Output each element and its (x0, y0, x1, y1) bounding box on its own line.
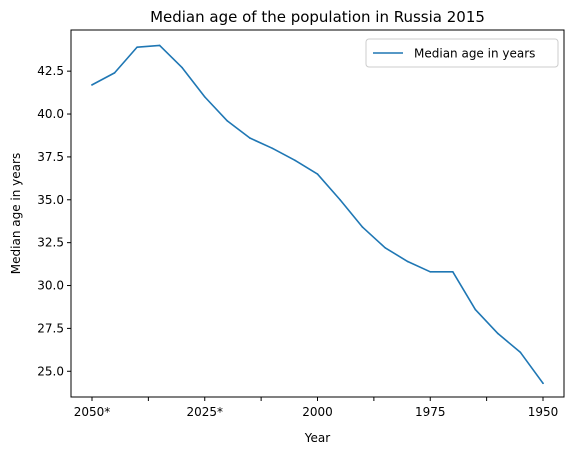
data-point (429, 271, 432, 273)
plot-area: 25.0 27.5 30.0 32.5 35.0 37.5 40.0 42.5 2050* 202… (37, 44, 559, 419)
data-point (339, 198, 341, 201)
data-point (384, 246, 386, 249)
y-tick-label: 27.5 (37, 321, 64, 335)
series-line-median-age (91, 44, 544, 385)
data-point (181, 66, 183, 69)
legend-box (365, 38, 559, 68)
x-tick-label: 2050* (74, 405, 111, 419)
legend-label-median-age: Median age in years (414, 47, 535, 61)
data-point (316, 173, 319, 175)
data-point (158, 44, 161, 47)
x-tick-label: 2025* (186, 405, 223, 419)
x-tick-label: 1975 (415, 405, 446, 419)
y-tick-label: 35.0 (37, 193, 64, 207)
data-point (113, 72, 116, 74)
legend: Median age in years (365, 38, 559, 68)
x-tick-label: 2000 (302, 405, 333, 419)
y-tick-label: 30.0 (37, 279, 64, 293)
plot-frame (70, 29, 565, 398)
data-point (474, 308, 477, 311)
data-point (271, 147, 274, 150)
y-axis-label: Median age in years (9, 153, 23, 274)
data-point (91, 84, 93, 86)
data-point (294, 159, 296, 162)
data-point (519, 351, 522, 354)
data-point (497, 332, 499, 335)
data-point (136, 46, 138, 48)
data-point (226, 120, 229, 122)
data-point (406, 260, 409, 263)
y-tick-label: 32.5 (37, 236, 64, 250)
y-tick-label: 25.0 (37, 364, 64, 378)
y-tick-label: 40.0 (37, 107, 64, 121)
data-point (361, 226, 364, 229)
data-point (542, 382, 544, 385)
chart-title: Median age of the population in Russia 2… (150, 8, 485, 26)
y-tick-label: 42.5 (37, 64, 64, 78)
x-tick-label: 1950 (528, 405, 559, 419)
data-point (452, 271, 454, 273)
data-point (203, 96, 206, 98)
data-point (249, 137, 251, 139)
x-axis-label: Year (304, 431, 330, 445)
y-tick-label: 37.5 (37, 150, 64, 164)
